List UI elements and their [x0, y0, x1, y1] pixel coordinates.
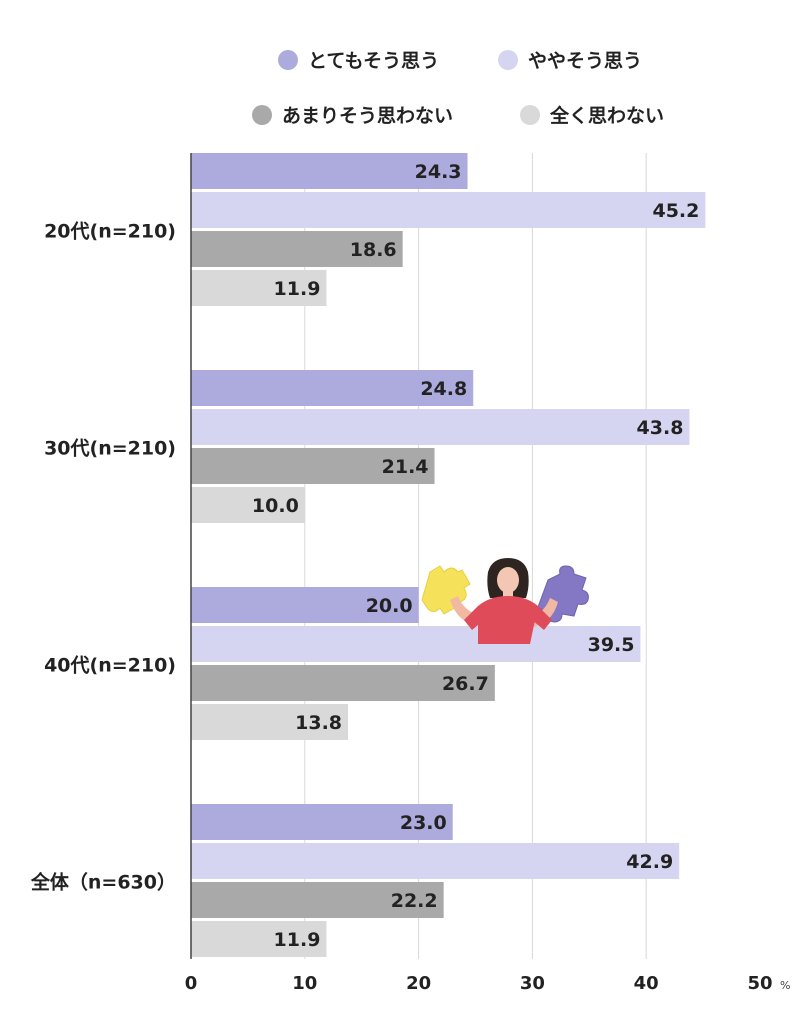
bar-2-3 [191, 704, 349, 740]
bar-0-0 [191, 153, 468, 189]
category-label-3: 全体（n=630） [30, 871, 176, 894]
data-label-2-1: 39.5 [588, 634, 635, 656]
x-tick-label-50: 50 [747, 973, 772, 994]
category-labels: 20代(n=210) 30代(n=210) 40代(n=210) 全体（n=630） [30, 221, 176, 894]
x-unit-label: % [780, 979, 790, 992]
data-label-0-0: 24.3 [415, 161, 462, 183]
bar-0-1 [191, 192, 706, 228]
legend-swatch-2 [252, 104, 272, 125]
legend-label-3: 全く思わない [550, 105, 665, 127]
legend-swatch-1 [498, 49, 518, 70]
data-label-1-3: 10.0 [252, 495, 299, 517]
x-tick-label-40: 40 [634, 973, 659, 994]
bar-2-2 [191, 665, 495, 701]
category-label-0: 20代(n=210) [44, 221, 176, 243]
data-label-0-2: 18.6 [350, 239, 397, 261]
x-tick-label-20: 20 [406, 973, 431, 994]
bar-3-3 [191, 921, 327, 957]
bars: 24.3 45.2 18.6 11.9 24.8 43.8 21.4 10.0 20.0 39.5… [191, 153, 706, 957]
x-tick-labels: 0 10 20 30 40 50% [185, 973, 791, 994]
bar-3-2 [191, 882, 444, 918]
data-label-0-3: 11.9 [274, 278, 321, 300]
data-label-1-0: 24.8 [420, 378, 467, 400]
woman-sleeve-left [464, 606, 484, 630]
bar-0-2 [191, 231, 403, 267]
legend-item-series-0: とてもそう思う [278, 46, 439, 73]
data-label-0-1: 45.2 [652, 200, 699, 222]
data-label-1-1: 43.8 [637, 417, 684, 439]
puzzle-illustration [421, 558, 589, 644]
data-label-2-3: 13.8 [295, 712, 342, 734]
legend-item-series-1: ややそう思う [498, 46, 642, 73]
category-label-1: 30代(n=210) [44, 438, 176, 460]
bar-1-1 [191, 409, 690, 445]
woman-sleeve-right [532, 606, 552, 630]
bar-3-1 [191, 843, 680, 879]
woman-torso [478, 596, 538, 644]
bar-1-2 [191, 448, 435, 484]
bar-0-3 [191, 270, 327, 306]
data-label-2-2: 26.7 [442, 673, 489, 695]
data-label-3-1: 42.9 [626, 851, 673, 873]
woman-neck [503, 590, 513, 600]
bar-2-1 [191, 626, 641, 662]
legend-label-2: あまりそう思わない [282, 105, 454, 127]
legend-swatch-3 [520, 104, 540, 125]
bar-2-0 [191, 587, 419, 623]
legend-item-series-3: 全く思わない [520, 101, 664, 128]
x-tick-label-10: 10 [292, 973, 317, 994]
data-label-1-2: 21.4 [382, 456, 429, 478]
data-label-3-2: 22.2 [391, 890, 438, 912]
category-label-2: 40代(n=210) [44, 655, 176, 677]
data-label-3-3: 11.9 [274, 929, 321, 951]
bar-3-0 [191, 804, 453, 840]
legend-swatch-0 [278, 49, 298, 70]
legend-label-0: とてもそう思う [308, 50, 440, 72]
data-label-3-0: 23.0 [400, 812, 447, 834]
legend-label-1: ややそう思う [528, 50, 643, 72]
x-tick-label-0: 0 [185, 973, 198, 994]
data-label-2-0: 20.0 [366, 595, 413, 617]
bar-1-0 [191, 370, 474, 406]
legend-item-series-2: あまりそう思わない [252, 101, 453, 128]
bar-1-3 [191, 487, 305, 523]
x-tick-label-30: 30 [520, 973, 545, 994]
woman-face [497, 567, 519, 593]
